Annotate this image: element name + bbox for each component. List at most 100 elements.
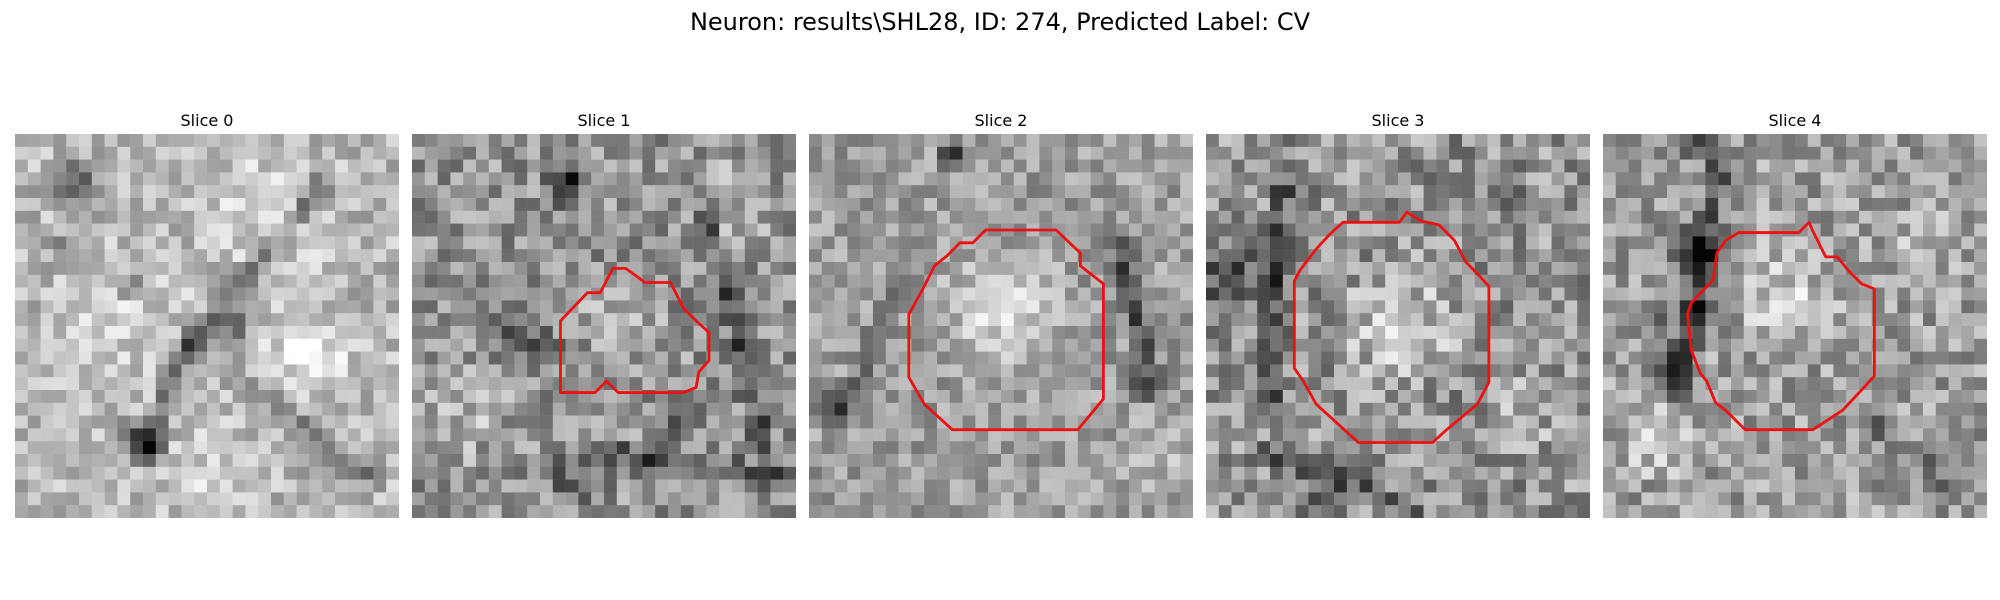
pixel bbox=[194, 415, 208, 429]
pixel bbox=[501, 287, 515, 301]
pixel bbox=[565, 274, 579, 288]
pixel bbox=[27, 159, 41, 173]
pixel bbox=[1820, 198, 1834, 212]
pixel bbox=[1141, 134, 1155, 148]
pixel bbox=[924, 172, 938, 186]
pixel bbox=[130, 223, 144, 237]
pixel bbox=[335, 146, 349, 160]
pixel bbox=[629, 198, 643, 212]
pixel bbox=[1282, 415, 1296, 429]
pixel bbox=[655, 326, 669, 340]
pixel bbox=[463, 146, 477, 160]
pixel bbox=[834, 262, 848, 276]
pixel bbox=[1052, 351, 1066, 365]
pixel bbox=[1218, 492, 1232, 506]
pixel bbox=[1538, 210, 1552, 224]
pixel bbox=[1116, 326, 1130, 340]
pixel bbox=[1244, 274, 1258, 288]
pixel bbox=[783, 274, 796, 288]
pixel bbox=[1065, 300, 1079, 314]
pixel bbox=[924, 351, 938, 365]
pixel bbox=[424, 364, 438, 378]
pixel bbox=[143, 441, 157, 455]
pixel bbox=[1231, 274, 1245, 288]
pixel bbox=[1731, 402, 1745, 416]
pixel bbox=[1948, 377, 1962, 391]
pixel bbox=[757, 428, 771, 442]
pixel bbox=[1679, 492, 1693, 506]
pixel bbox=[732, 377, 746, 391]
pixel bbox=[552, 210, 566, 224]
pixel bbox=[219, 441, 233, 455]
pixel bbox=[1654, 134, 1668, 148]
pixel bbox=[514, 428, 528, 442]
pixel bbox=[988, 262, 1002, 276]
pixel bbox=[1833, 134, 1847, 148]
pixel bbox=[1513, 172, 1527, 186]
pixel bbox=[885, 351, 899, 365]
pixel bbox=[540, 287, 554, 301]
pixel bbox=[706, 454, 720, 468]
pixel bbox=[168, 274, 182, 288]
pixel bbox=[821, 428, 835, 442]
pixel bbox=[53, 210, 67, 224]
pixel bbox=[693, 210, 707, 224]
pixel bbox=[1743, 402, 1757, 416]
pixel bbox=[1218, 223, 1232, 237]
pixel bbox=[1026, 159, 1040, 173]
pixel bbox=[565, 159, 579, 173]
pixel bbox=[1410, 466, 1424, 480]
pixel bbox=[809, 287, 823, 301]
pixel bbox=[1167, 377, 1181, 391]
pixel bbox=[27, 300, 41, 314]
pixel bbox=[1026, 172, 1040, 186]
pixel bbox=[565, 441, 579, 455]
pixel bbox=[949, 146, 963, 160]
pixel bbox=[130, 402, 144, 416]
pixel bbox=[91, 479, 105, 493]
pixel bbox=[719, 466, 733, 480]
pixel bbox=[1628, 492, 1642, 506]
pixel bbox=[1807, 313, 1821, 327]
pixel bbox=[1385, 338, 1399, 352]
pixel bbox=[1141, 377, 1155, 391]
pixel bbox=[1910, 351, 1924, 365]
pixel bbox=[1692, 300, 1706, 314]
pixel bbox=[1001, 364, 1015, 378]
pixel bbox=[821, 479, 835, 493]
pixel bbox=[1795, 159, 1809, 173]
pixel bbox=[1897, 300, 1911, 314]
pixel bbox=[1577, 338, 1590, 352]
pixel bbox=[437, 300, 451, 314]
pixel bbox=[1103, 236, 1117, 250]
pixel bbox=[335, 479, 349, 493]
pixel bbox=[1244, 134, 1258, 148]
pixel bbox=[706, 146, 720, 160]
pixel bbox=[15, 428, 29, 442]
pixel bbox=[1257, 326, 1271, 340]
pixel bbox=[27, 390, 41, 404]
pixel bbox=[1667, 249, 1681, 263]
pixel bbox=[860, 441, 874, 455]
pixel bbox=[1218, 441, 1232, 455]
pixel bbox=[1474, 326, 1488, 340]
pixel bbox=[1206, 415, 1220, 429]
pixel bbox=[1769, 505, 1783, 518]
pixel bbox=[1359, 402, 1373, 416]
pixel bbox=[911, 249, 925, 263]
pixel bbox=[283, 198, 297, 212]
pixel bbox=[1859, 287, 1873, 301]
pixel bbox=[322, 210, 336, 224]
pixel bbox=[1923, 172, 1937, 186]
pixel bbox=[1705, 326, 1719, 340]
pixel bbox=[1935, 172, 1949, 186]
pixel bbox=[706, 274, 720, 288]
pixel bbox=[642, 159, 656, 173]
pixel bbox=[1615, 146, 1629, 160]
pixel bbox=[1513, 454, 1527, 468]
pixel bbox=[604, 146, 618, 160]
pixel bbox=[1372, 249, 1386, 263]
pixel bbox=[1718, 415, 1732, 429]
pixel bbox=[437, 185, 451, 199]
pixel bbox=[1833, 505, 1847, 518]
